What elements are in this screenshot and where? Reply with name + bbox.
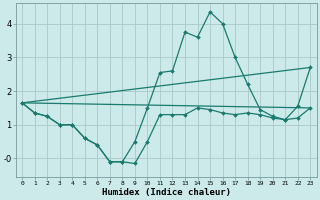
X-axis label: Humidex (Indice chaleur): Humidex (Indice chaleur) <box>102 188 231 197</box>
